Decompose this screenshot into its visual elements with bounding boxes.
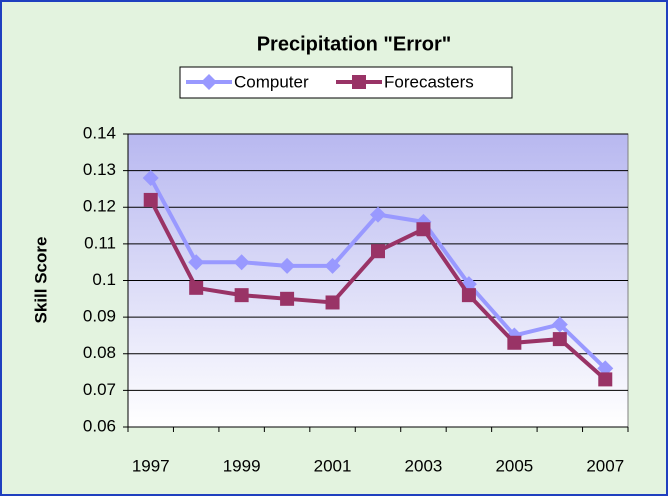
data-point — [325, 295, 340, 310]
x-tick-label: 1999 — [223, 456, 261, 475]
data-point — [507, 335, 522, 350]
y-tick-label: 0.13 — [83, 160, 116, 179]
x-tick-label: 2007 — [586, 456, 624, 475]
chart-title: Precipitation "Error" — [257, 33, 452, 55]
y-tick-label: 0.1 — [92, 270, 116, 289]
data-point — [280, 291, 295, 306]
y-tick-label: 0.06 — [83, 416, 116, 435]
y-axis-label: Skill Score — [31, 237, 50, 324]
x-tick-label: 2003 — [405, 456, 443, 475]
data-point — [370, 206, 386, 223]
data-point — [552, 332, 567, 347]
x-tick-label: 2001 — [314, 456, 352, 475]
data-point — [279, 257, 296, 274]
data-point — [143, 192, 158, 207]
legend-swatch-marker — [201, 74, 217, 90]
y-tick-label: 0.09 — [83, 307, 116, 326]
legend-label: Computer — [234, 72, 309, 91]
data-point — [324, 257, 341, 274]
data-point — [598, 372, 613, 387]
y-tick-label: 0.08 — [83, 343, 116, 362]
data-point — [371, 244, 385, 259]
y-tick-label: 0.11 — [84, 233, 116, 252]
y-tick-label: 0.12 — [83, 197, 116, 216]
x-tick-label: 2005 — [495, 456, 533, 475]
x-tick-label: 1997 — [132, 456, 170, 475]
data-point — [188, 254, 205, 271]
data-point — [551, 316, 568, 333]
legend-label: Forecasters — [384, 72, 474, 91]
y-tick-label: 0.07 — [83, 380, 116, 399]
data-point — [189, 280, 204, 295]
data-point — [234, 288, 249, 303]
data-point — [142, 169, 159, 186]
data-point — [233, 254, 250, 271]
data-point — [416, 222, 431, 237]
y-tick-label: 0.14 — [83, 123, 116, 142]
legend-swatch-marker — [352, 75, 366, 89]
data-point — [461, 288, 476, 303]
